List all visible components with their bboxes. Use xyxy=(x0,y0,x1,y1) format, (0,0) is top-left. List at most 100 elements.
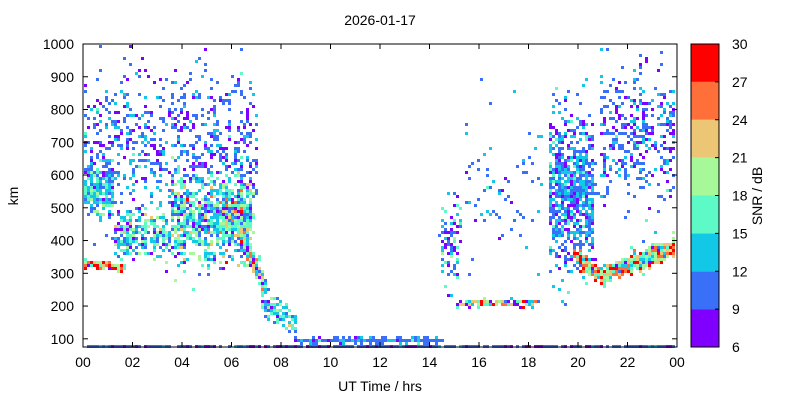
data-point xyxy=(558,255,561,258)
data-point xyxy=(99,120,102,123)
data-point xyxy=(225,93,228,96)
data-point xyxy=(237,129,240,132)
data-point xyxy=(438,339,441,342)
data-point xyxy=(174,168,177,171)
data-point xyxy=(183,198,186,201)
data-point xyxy=(108,168,111,171)
data-point xyxy=(582,195,585,198)
data-point xyxy=(237,192,240,195)
data-point xyxy=(228,198,231,201)
data-point xyxy=(633,249,636,252)
data-point xyxy=(177,135,180,138)
data-point xyxy=(90,207,93,210)
data-point xyxy=(225,222,228,225)
data-point xyxy=(552,213,555,216)
data-point xyxy=(222,234,225,237)
data-point xyxy=(246,213,249,216)
data-point xyxy=(579,219,582,222)
data-point xyxy=(84,180,87,183)
data-point xyxy=(216,231,219,234)
data-point xyxy=(573,189,576,192)
data-point xyxy=(105,204,108,207)
data-point xyxy=(186,216,189,219)
data-point xyxy=(159,216,162,219)
data-point xyxy=(195,240,198,243)
data-point xyxy=(234,150,237,153)
data-point xyxy=(177,240,180,243)
data-point xyxy=(243,210,246,213)
data-point xyxy=(456,246,459,249)
data-point xyxy=(138,93,141,96)
data-point xyxy=(180,87,183,90)
data-point xyxy=(93,207,96,210)
data-point xyxy=(156,207,159,210)
data-point xyxy=(633,255,636,258)
data-point xyxy=(573,252,576,255)
data-point xyxy=(102,213,105,216)
data-point xyxy=(96,201,99,204)
echo-region xyxy=(294,336,444,345)
data-point xyxy=(552,207,555,210)
data-point xyxy=(159,153,162,156)
data-point xyxy=(198,180,201,183)
data-point xyxy=(165,162,168,165)
data-point xyxy=(318,339,321,342)
data-point xyxy=(138,216,141,219)
data-point xyxy=(558,141,561,144)
data-point xyxy=(231,75,234,78)
data-point xyxy=(111,168,114,171)
data-point xyxy=(444,228,447,231)
data-point xyxy=(639,258,642,261)
data-point xyxy=(318,336,321,339)
data-point xyxy=(210,108,213,111)
data-point xyxy=(135,141,138,144)
data-point xyxy=(96,168,99,171)
data-point xyxy=(666,246,669,249)
data-point xyxy=(135,225,138,228)
data-point xyxy=(558,177,561,180)
data-point xyxy=(411,336,414,339)
data-point xyxy=(99,213,102,216)
data-point xyxy=(204,48,207,51)
data-point xyxy=(525,303,528,306)
data-point xyxy=(213,195,216,198)
data-point xyxy=(258,255,261,258)
data-point xyxy=(114,228,117,231)
data-point xyxy=(648,261,651,264)
data-point xyxy=(237,180,240,183)
data-point xyxy=(540,135,543,138)
data-point xyxy=(441,225,444,228)
data-point xyxy=(549,204,552,207)
data-point xyxy=(627,261,630,264)
data-point xyxy=(207,111,210,114)
data-point xyxy=(456,261,459,264)
data-point xyxy=(627,258,630,261)
data-point xyxy=(195,174,198,177)
data-point xyxy=(456,213,459,216)
data-point xyxy=(579,168,582,171)
data-point xyxy=(222,213,225,216)
data-point xyxy=(552,105,555,108)
data-point xyxy=(123,228,126,231)
data-point xyxy=(180,243,183,246)
data-point xyxy=(204,141,207,144)
data-point xyxy=(561,168,564,171)
data-point xyxy=(444,243,447,246)
data-point xyxy=(129,129,132,132)
data-point xyxy=(522,306,525,309)
data-point xyxy=(567,189,570,192)
data-point xyxy=(201,204,204,207)
data-point xyxy=(162,240,165,243)
data-point xyxy=(132,234,135,237)
data-point xyxy=(591,270,594,273)
data-point xyxy=(132,240,135,243)
data-point xyxy=(588,114,591,117)
data-point xyxy=(450,252,453,255)
data-point xyxy=(165,261,168,264)
data-point xyxy=(294,315,297,318)
data-point xyxy=(216,219,219,222)
data-point xyxy=(201,228,204,231)
data-point xyxy=(555,156,558,159)
data-point xyxy=(186,189,189,192)
data-point xyxy=(108,177,111,180)
